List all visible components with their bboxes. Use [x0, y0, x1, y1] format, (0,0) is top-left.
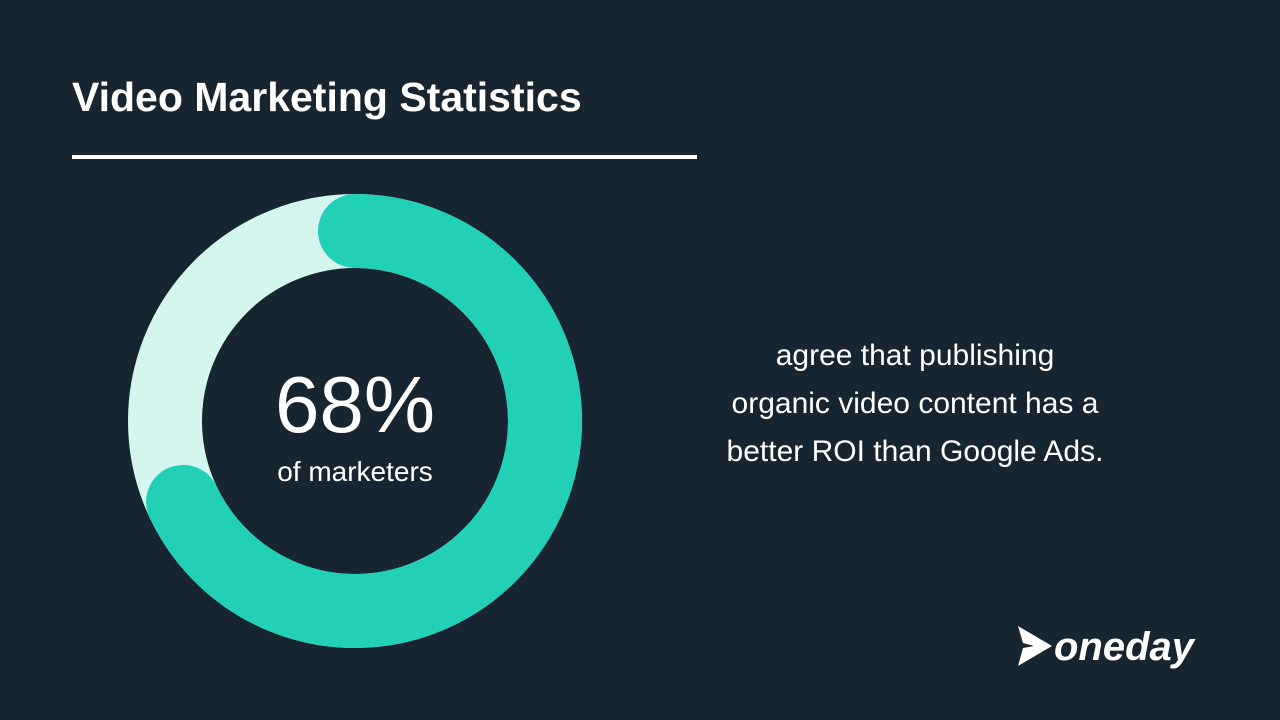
donut-arc — [146, 194, 582, 648]
center-subtitle: of marketers — [277, 456, 433, 487]
annotation: agree that publishing organic video conte… — [655, 332, 1175, 476]
logo-text: oneday — [1054, 625, 1196, 669]
title-rule — [72, 155, 697, 159]
annotation-line: agree that publishing — [775, 339, 1055, 372]
annotation-line: organic video content has a — [731, 387, 1099, 420]
chart-title: Video Marketing Statistics — [72, 74, 582, 120]
annotation-line: better ROI than Google Ads. — [726, 435, 1104, 468]
logo-icon — [1018, 626, 1052, 666]
logo: oneday — [1018, 625, 1196, 669]
value-label: 68% — [275, 360, 435, 449]
chart: 68% of marketers — [128, 194, 582, 648]
